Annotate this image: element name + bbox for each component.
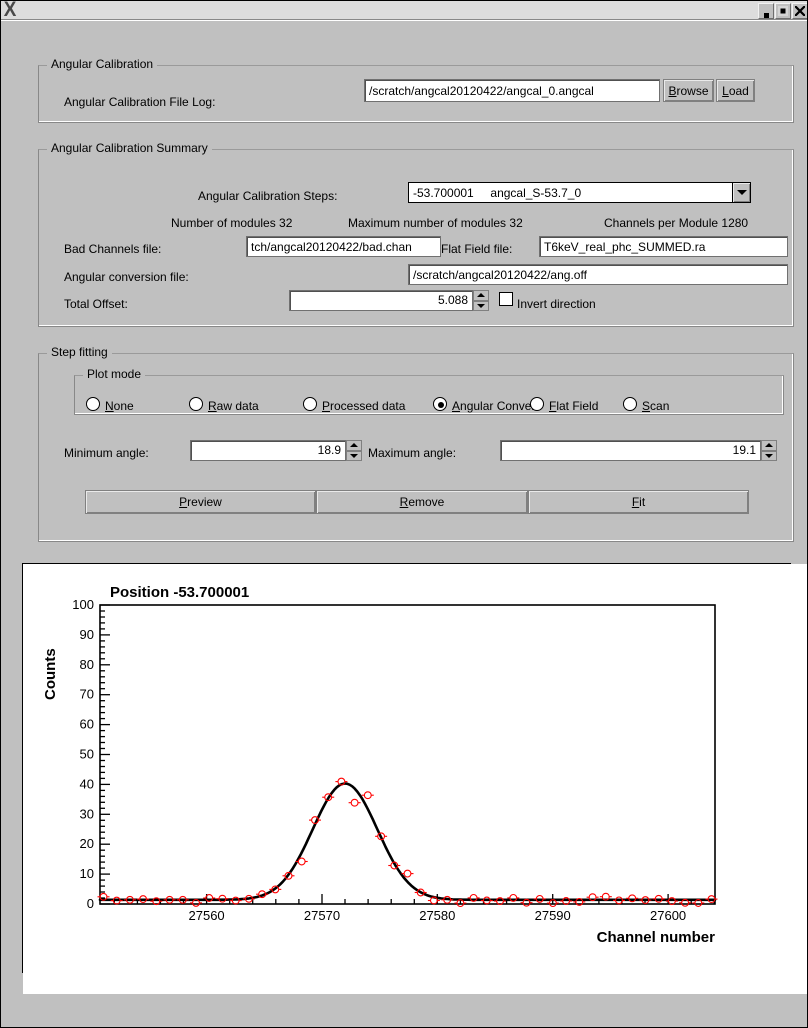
- svg-text:Channel number: Channel number: [597, 929, 716, 946]
- svg-text:27590: 27590: [535, 908, 571, 923]
- svg-text:Counts: Counts: [42, 648, 59, 700]
- svg-text:50: 50: [80, 747, 94, 762]
- svg-text:70: 70: [80, 687, 94, 702]
- svg-text:90: 90: [80, 627, 94, 642]
- svg-text:0: 0: [87, 896, 94, 911]
- svg-text:27560: 27560: [189, 908, 225, 923]
- svg-text:80: 80: [80, 657, 94, 672]
- svg-text:27580: 27580: [419, 908, 455, 923]
- svg-text:Position -53.700001: Position -53.700001: [110, 584, 249, 601]
- svg-text:10: 10: [80, 866, 94, 881]
- svg-text:30: 30: [80, 806, 94, 821]
- svg-text:60: 60: [80, 717, 94, 732]
- svg-text:27570: 27570: [304, 908, 340, 923]
- svg-text:100: 100: [72, 597, 94, 612]
- svg-text:20: 20: [80, 836, 94, 851]
- svg-text:27600: 27600: [650, 908, 686, 923]
- svg-text:40: 40: [80, 776, 94, 791]
